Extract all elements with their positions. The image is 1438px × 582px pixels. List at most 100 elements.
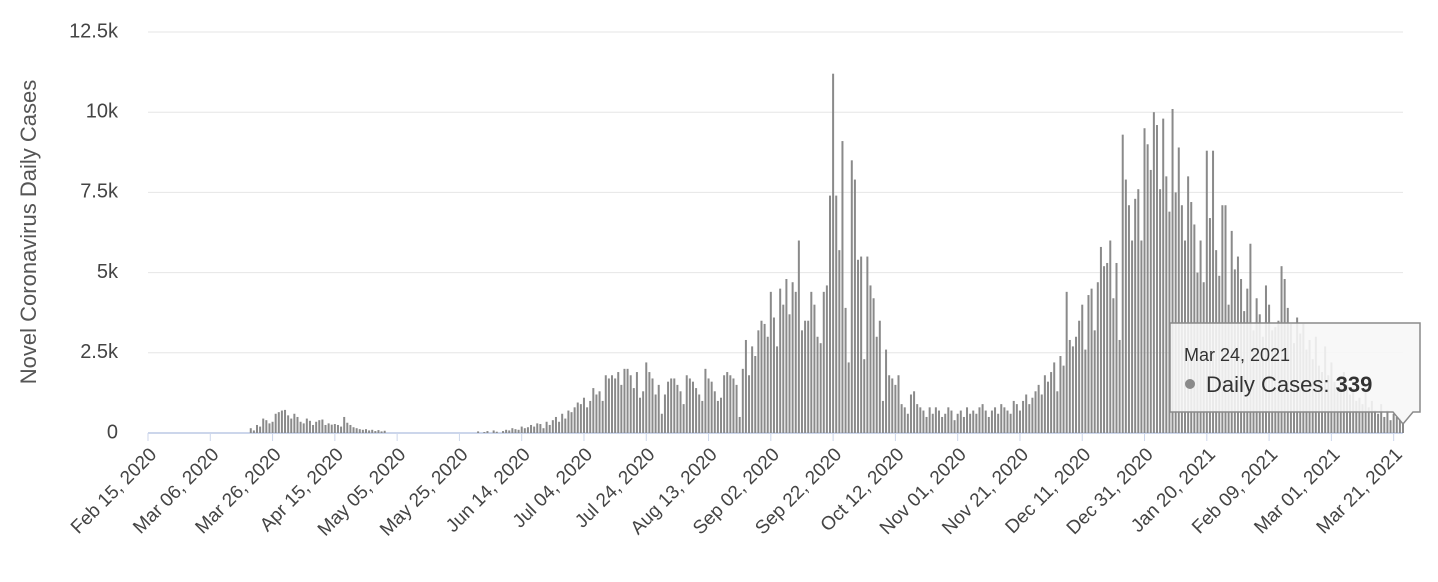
bar bbox=[1155, 125, 1158, 434]
bar bbox=[853, 179, 856, 433]
bar bbox=[913, 391, 916, 433]
bar bbox=[953, 420, 956, 433]
bar bbox=[1099, 246, 1102, 433]
bar bbox=[302, 423, 305, 433]
bar bbox=[1221, 205, 1224, 433]
bar bbox=[561, 413, 564, 433]
bar bbox=[881, 400, 884, 433]
bar bbox=[315, 421, 318, 433]
bar bbox=[654, 394, 657, 433]
bar bbox=[255, 424, 258, 433]
bar bbox=[340, 426, 343, 433]
bar bbox=[997, 413, 1000, 433]
bar bbox=[975, 413, 978, 433]
bar bbox=[1034, 391, 1037, 433]
bar bbox=[1224, 205, 1227, 433]
bar bbox=[1090, 288, 1093, 433]
bar bbox=[333, 424, 336, 433]
bar bbox=[1015, 404, 1018, 433]
bar bbox=[962, 416, 965, 433]
bar bbox=[1115, 262, 1118, 433]
bar bbox=[1177, 147, 1180, 433]
bar bbox=[978, 407, 981, 433]
bar bbox=[679, 391, 682, 433]
bar bbox=[670, 378, 673, 433]
y-tick-label: 0 bbox=[107, 421, 118, 443]
bar bbox=[1028, 404, 1031, 433]
bar bbox=[797, 240, 800, 433]
bar bbox=[324, 424, 327, 433]
bar bbox=[947, 407, 950, 433]
bar bbox=[878, 320, 881, 433]
bar bbox=[1068, 339, 1071, 433]
bar bbox=[371, 429, 374, 433]
bar bbox=[1205, 150, 1208, 434]
bar bbox=[716, 400, 719, 433]
bar bbox=[368, 430, 371, 433]
bar bbox=[1370, 400, 1373, 433]
bar bbox=[950, 410, 953, 433]
y-tick-label: 10k bbox=[86, 100, 119, 122]
bar bbox=[987, 416, 990, 433]
bar bbox=[1106, 262, 1109, 433]
bar bbox=[327, 423, 330, 433]
bar bbox=[990, 410, 993, 433]
bar bbox=[383, 430, 386, 433]
bar bbox=[1402, 422, 1404, 433]
bar bbox=[844, 307, 847, 433]
bar bbox=[707, 378, 710, 433]
y-tick-label: 7.5k bbox=[80, 181, 119, 203]
bar bbox=[1009, 413, 1012, 433]
bar bbox=[695, 388, 698, 433]
bar bbox=[639, 397, 642, 433]
bar bbox=[651, 378, 654, 433]
bar bbox=[888, 375, 891, 433]
bar bbox=[1377, 413, 1380, 433]
bar bbox=[1349, 394, 1352, 433]
bar bbox=[754, 356, 757, 433]
bar bbox=[579, 404, 582, 433]
bar bbox=[984, 410, 987, 433]
bar bbox=[1355, 400, 1358, 433]
bar bbox=[937, 410, 940, 433]
bar bbox=[866, 256, 869, 433]
bar bbox=[520, 426, 523, 433]
bar bbox=[776, 346, 779, 433]
bar bbox=[290, 418, 293, 433]
bar bbox=[336, 424, 339, 433]
bar bbox=[819, 343, 822, 433]
bar bbox=[1361, 404, 1364, 433]
bar bbox=[573, 407, 576, 433]
bar bbox=[779, 288, 782, 433]
tooltip-series: Daily Cases bbox=[1206, 372, 1323, 397]
bar bbox=[1022, 400, 1025, 433]
bar bbox=[592, 388, 595, 433]
bar bbox=[1065, 291, 1068, 433]
bar bbox=[1165, 176, 1168, 434]
bar bbox=[539, 424, 542, 433]
bar bbox=[800, 330, 803, 433]
bar bbox=[346, 422, 349, 433]
bar bbox=[1127, 205, 1130, 433]
bar bbox=[723, 375, 726, 433]
bar bbox=[380, 431, 383, 433]
bar bbox=[688, 378, 691, 433]
bar bbox=[1087, 295, 1090, 433]
bar bbox=[1096, 282, 1099, 433]
bar bbox=[959, 410, 962, 433]
bar bbox=[729, 375, 732, 433]
bar bbox=[1395, 416, 1398, 433]
bar bbox=[1000, 404, 1003, 433]
bar bbox=[262, 418, 265, 433]
bar bbox=[483, 432, 486, 433]
bar bbox=[358, 429, 361, 433]
bar bbox=[511, 428, 514, 433]
bar bbox=[554, 416, 557, 433]
bar bbox=[1383, 416, 1386, 433]
bar bbox=[772, 317, 775, 433]
bar bbox=[941, 416, 944, 433]
bar bbox=[663, 394, 666, 433]
bar bbox=[667, 381, 670, 433]
bar bbox=[1152, 112, 1155, 433]
